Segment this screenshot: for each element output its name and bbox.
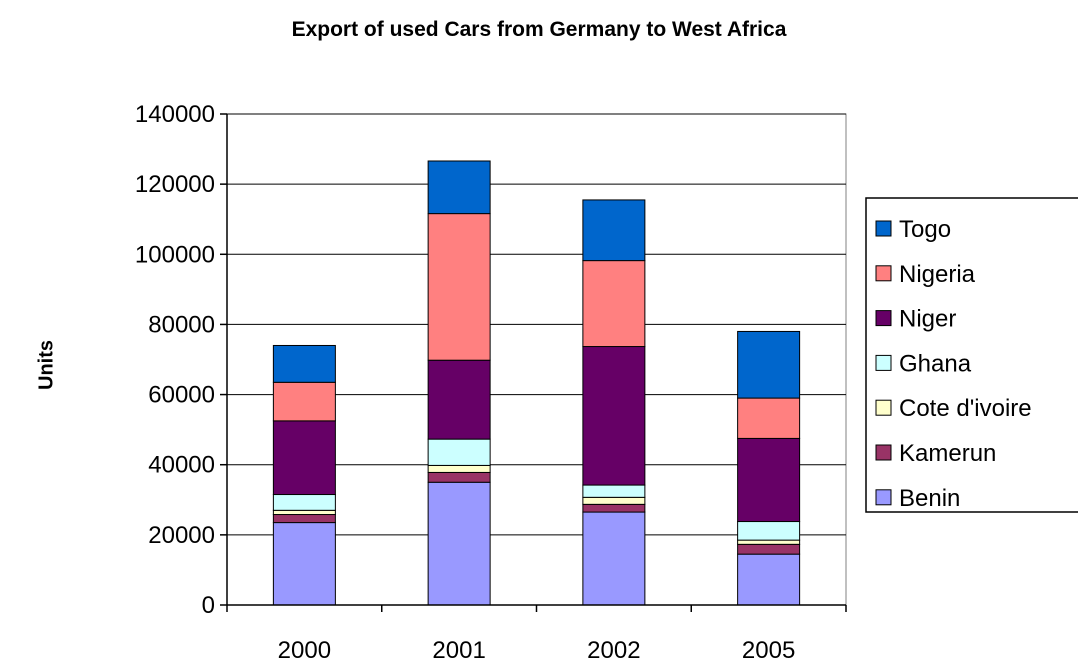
bar-segment-togo-2005 xyxy=(737,330,801,399)
x-tick-label: 2000 xyxy=(278,637,331,661)
legend-label: Ghana xyxy=(899,350,972,377)
y-tick-label: 20000 xyxy=(148,522,215,549)
y-tick-label: 80000 xyxy=(148,311,215,338)
legend-swatch xyxy=(875,399,892,416)
bar-segment-nigeria-2001 xyxy=(427,213,491,361)
bar-segment-benin-2000 xyxy=(272,522,336,606)
legend-label: Nigeria xyxy=(899,261,976,288)
bar-segment-cote-d-ivoire-2002 xyxy=(582,496,646,505)
bar-segment-togo-2000 xyxy=(272,344,336,383)
legend-box xyxy=(865,197,1078,513)
x-tick-label: 2002 xyxy=(587,637,640,661)
bar-segment-benin-2005 xyxy=(737,553,801,606)
bar-segment-niger-2002 xyxy=(582,346,646,486)
legend-label: Cote d'ivoire xyxy=(899,395,1032,422)
bars xyxy=(272,160,801,606)
x-tick-label: 2001 xyxy=(432,637,485,661)
y-tick-label: 120000 xyxy=(135,171,215,198)
legend-swatch xyxy=(875,310,892,327)
bar-segment-ghana-2000 xyxy=(272,494,336,511)
bar-segment-nigeria-2000 xyxy=(272,381,336,422)
bar-segment-cote-d-ivoire-2001 xyxy=(427,464,491,473)
y-tick-label: 140000 xyxy=(135,101,215,128)
bar-segment-cote-d-ivoire-2000 xyxy=(272,509,336,516)
bar-segment-ghana-2005 xyxy=(737,521,801,541)
legend-label: Niger xyxy=(899,306,956,333)
bar-segment-niger-2000 xyxy=(272,420,336,496)
bar-segment-kamerun-2002 xyxy=(582,503,646,513)
legend-label: Togo xyxy=(899,216,951,243)
bar-segment-togo-2001 xyxy=(427,160,491,215)
y-tick-label: 60000 xyxy=(148,382,215,409)
legend-swatch xyxy=(875,444,892,461)
bar-segment-nigeria-2005 xyxy=(737,397,801,439)
chart-title: Export of used Cars from Germany to West… xyxy=(291,18,787,41)
legend-swatch xyxy=(875,220,892,237)
bar-segment-kamerun-2005 xyxy=(737,543,801,555)
bar-segment-benin-2002 xyxy=(582,511,646,606)
y-tick-label: 0 xyxy=(202,592,215,619)
bar-segment-kamerun-2001 xyxy=(427,471,491,483)
y-tick-label: 100000 xyxy=(135,241,215,268)
bar-segment-niger-2005 xyxy=(737,437,801,523)
bar-segment-benin-2001 xyxy=(427,481,491,606)
bar-segment-cote-d-ivoire-2005 xyxy=(737,539,801,545)
y-tick-label: 40000 xyxy=(148,452,215,479)
legend-label: Benin xyxy=(899,485,960,512)
axes: 0 20000 40000 60000 80000 100000 120000 140000 2… xyxy=(135,101,847,661)
legend-label: Kamerun xyxy=(899,440,996,467)
legend-swatch xyxy=(875,265,892,282)
legend: Togo Nigeria Niger Ghana Cote d'ivoire Kameru… xyxy=(865,197,1078,513)
bar-segment-nigeria-2002 xyxy=(582,260,646,348)
bar-segment-ghana-2001 xyxy=(427,438,491,466)
legend-swatch xyxy=(875,354,892,371)
bar-segment-ghana-2002 xyxy=(582,484,646,498)
bar-segment-togo-2002 xyxy=(582,199,646,262)
legend-swatch xyxy=(875,489,892,506)
x-tick-label: 2005 xyxy=(742,637,795,661)
bar-segment-kamerun-2000 xyxy=(272,514,336,524)
bar-segment-niger-2001 xyxy=(427,359,491,440)
